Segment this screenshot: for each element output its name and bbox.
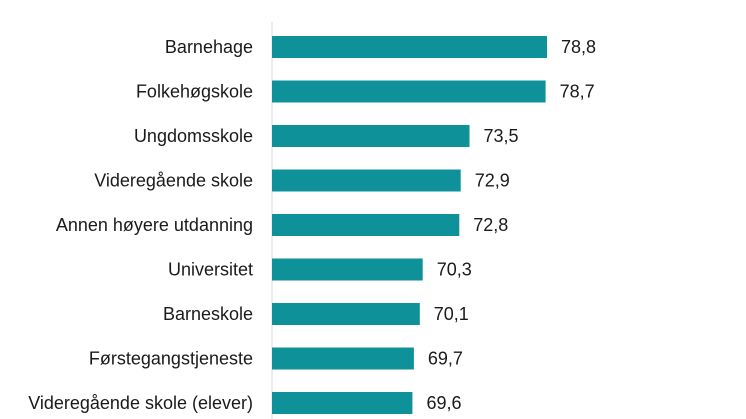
bar-group: Barnehage 78,8 Folkehøgskole 78,7 Ungdomssko… bbox=[28, 36, 596, 414]
value-label: 72,9 bbox=[475, 171, 510, 191]
bar bbox=[272, 125, 470, 147]
bar bbox=[272, 392, 413, 414]
bar bbox=[272, 214, 460, 236]
value-label: 72,8 bbox=[473, 215, 508, 235]
category-label: Universitet bbox=[168, 260, 253, 280]
value-label: 78,7 bbox=[560, 82, 595, 102]
category-label: Videregående skole bbox=[94, 171, 253, 191]
category-label: Barnehage bbox=[165, 37, 253, 57]
value-label: 70,1 bbox=[434, 304, 469, 324]
category-label: Førstegangstjeneste bbox=[89, 349, 253, 369]
category-label: Folkehøgskole bbox=[136, 82, 253, 102]
bar bbox=[272, 36, 547, 58]
value-label: 69,6 bbox=[426, 393, 461, 413]
bar bbox=[272, 169, 461, 192]
category-label: Annen høyere utdanning bbox=[56, 215, 253, 235]
bar bbox=[272, 347, 414, 370]
bar bbox=[272, 303, 420, 325]
bar bbox=[272, 80, 546, 103]
category-label: Barneskole bbox=[163, 304, 253, 324]
value-label: 70,3 bbox=[437, 260, 472, 280]
value-label: 78,8 bbox=[561, 37, 596, 57]
category-label: Ungdomsskole bbox=[134, 126, 253, 146]
value-label: 69,7 bbox=[428, 349, 463, 369]
category-label: Videregående skole (elever) bbox=[28, 393, 253, 413]
bar bbox=[272, 258, 423, 281]
value-label: 73,5 bbox=[484, 126, 519, 146]
